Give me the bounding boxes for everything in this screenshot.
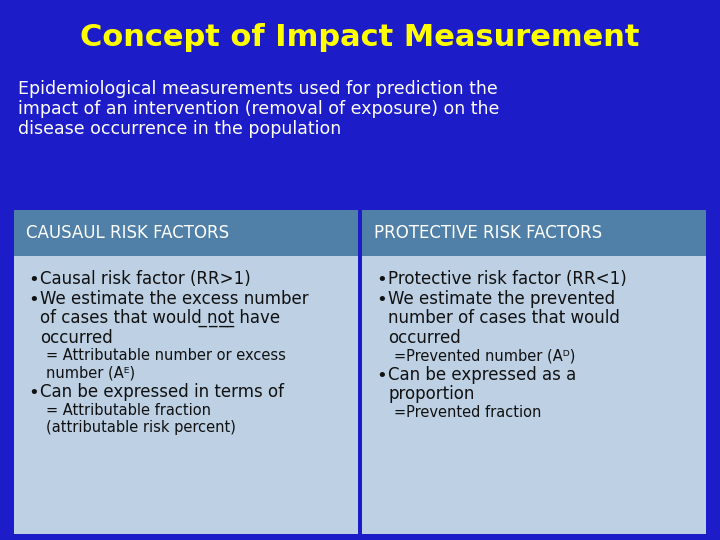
Text: •: • [376, 271, 387, 289]
Text: Can be expressed in terms of: Can be expressed in terms of [40, 383, 284, 401]
Text: disease occurrence in the population: disease occurrence in the population [18, 120, 341, 138]
Text: (attributable risk percent): (attributable risk percent) [46, 420, 236, 435]
Text: =Prevented number (Aᴰ): =Prevented number (Aᴰ) [394, 348, 575, 363]
Text: of cases that would ̲n̲o̲t̲ have: of cases that would ̲n̲o̲t̲ have [40, 309, 280, 327]
Text: We estimate the prevented: We estimate the prevented [388, 289, 615, 308]
Text: •: • [376, 291, 387, 308]
Bar [362, 210, 706, 256]
Text: •: • [28, 384, 39, 402]
Text: = Attributable number or excess: = Attributable number or excess [46, 348, 286, 363]
Text: =Prevented fraction: =Prevented fraction [394, 405, 541, 420]
Text: proportion: proportion [388, 385, 474, 403]
Text: Protective risk factor (RR<1): Protective risk factor (RR<1) [388, 270, 626, 288]
Text: PROTECTIVE RISK FACTORS: PROTECTIVE RISK FACTORS [374, 224, 602, 242]
Text: number (Aᴱ): number (Aᴱ) [46, 366, 135, 381]
Text: •: • [376, 367, 387, 384]
Text: impact of an intervention (removal of exposure) on the: impact of an intervention (removal of ex… [18, 100, 500, 118]
Text: CAUSAUL RISK FACTORS: CAUSAUL RISK FACTORS [26, 224, 229, 242]
Text: number of cases that would: number of cases that would [388, 309, 620, 327]
Bar [14, 210, 358, 256]
Text: Causal risk factor (RR>1): Causal risk factor (RR>1) [40, 270, 251, 288]
Text: Concept of Impact Measurement: Concept of Impact Measurement [80, 24, 640, 52]
Text: = Attributable fraction: = Attributable fraction [46, 402, 211, 417]
Text: occurred: occurred [388, 329, 461, 347]
Bar [14, 256, 358, 534]
Text: occurred: occurred [40, 329, 113, 347]
Text: •: • [28, 271, 39, 289]
Text: We estimate the excess number: We estimate the excess number [40, 289, 309, 308]
Bar [362, 256, 706, 534]
Text: Epidemiological measurements used for prediction the: Epidemiological measurements used for pr… [18, 80, 498, 98]
Text: •: • [28, 291, 39, 308]
Text: Can be expressed as a: Can be expressed as a [388, 366, 576, 384]
